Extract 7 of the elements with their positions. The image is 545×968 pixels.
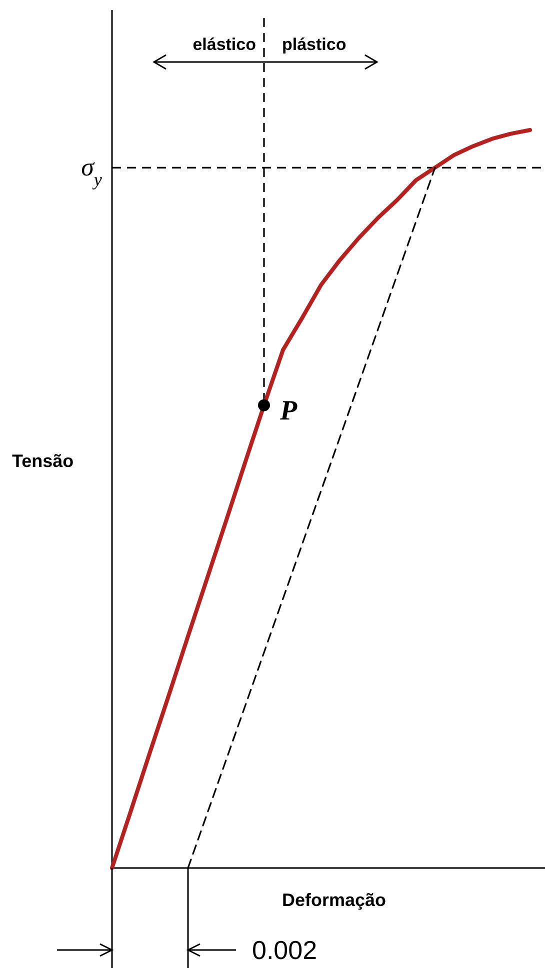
y-axis-title: Tensão (12, 451, 74, 471)
ref-line-label: σ$_{y}$ (81, 152, 103, 190)
text: plástico (282, 35, 346, 54)
x-axis-title: Deformação (282, 890, 386, 910)
text: 0.002 (252, 935, 318, 965)
annotation: P (279, 395, 298, 426)
text: elástico (192, 35, 256, 54)
